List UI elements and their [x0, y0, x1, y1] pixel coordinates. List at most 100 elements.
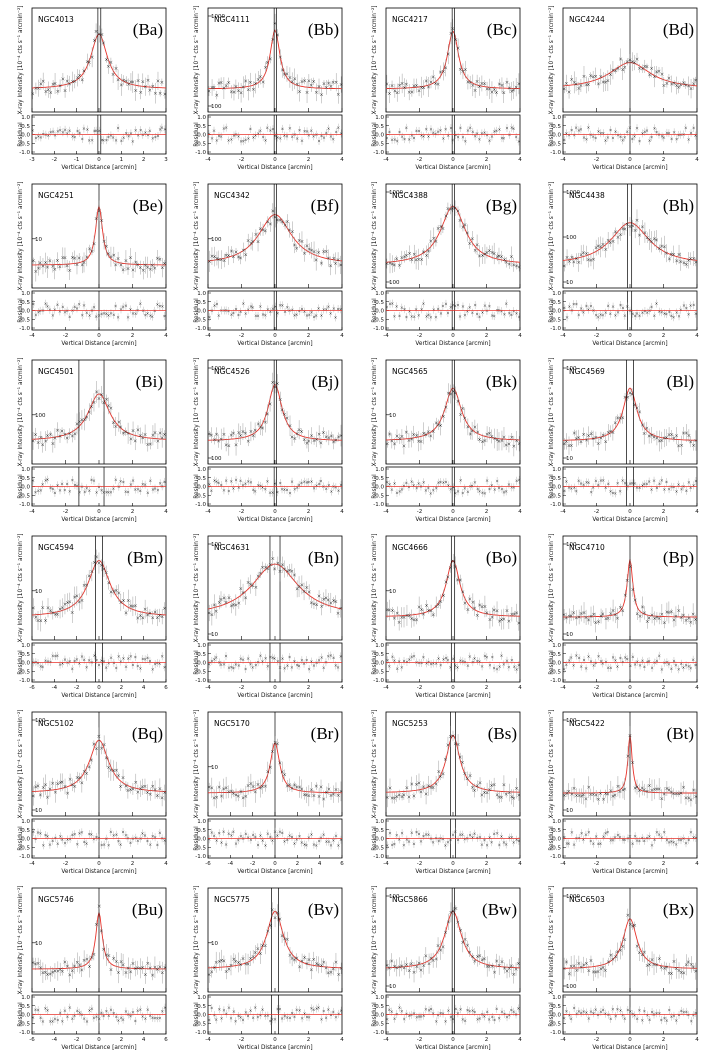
x-tick-label: -6 — [205, 861, 211, 867]
x-tick-label: -4 — [383, 333, 389, 339]
x-tick-label: -2 — [63, 333, 68, 339]
panel-label: (Bl) — [667, 372, 694, 391]
y-tick-label: 100 — [211, 237, 222, 243]
residual-tick-label: 0.0 — [552, 133, 561, 139]
residual-tick-label: -1.0 — [195, 678, 206, 684]
panel-label: (Bk) — [486, 372, 517, 391]
y-axis-label: X-ray Intensity [10⁻⁴ cts s⁻¹ arcmin⁻²] — [193, 5, 200, 114]
x-tick-label: 0 — [628, 685, 632, 691]
galaxy-name: NGC4111 — [214, 15, 250, 24]
residual-tick-label: -1.0 — [550, 326, 561, 332]
x-tick-label: 2 — [485, 861, 489, 867]
x-axis-label: Vertical Distance [arcmin] — [592, 517, 667, 523]
residual-tick-label: 1.0 — [197, 819, 206, 825]
x-tick-label: -2 — [63, 509, 68, 515]
x-tick-label: -4 — [205, 333, 211, 339]
x-axis-label: Vertical Distance [arcmin] — [592, 165, 667, 171]
y-axis-label: X-ray Intensity [10⁻⁴ cts s⁻¹ arcmin⁻²] — [371, 181, 378, 290]
residual-tick-label: 0.5 — [552, 828, 561, 834]
galaxy-name: NGC4569 — [569, 367, 605, 376]
x-tick-label: 2 — [296, 861, 300, 867]
residual-tick-label: -0.5 — [195, 669, 206, 675]
residual-tick-label: -0.5 — [373, 493, 384, 499]
residual-tick-label: 0.0 — [197, 837, 206, 843]
panel-label: (Bo) — [486, 548, 517, 567]
x-tick-label: -2 — [594, 509, 599, 515]
panel-label: (Bg) — [486, 196, 517, 215]
residual-tick-label: -0.5 — [550, 669, 561, 675]
y-axis-label: X-ray Intensity [10⁻⁴ cts s⁻¹ arcmin⁻²] — [548, 709, 555, 818]
x-tick-label: 0 — [628, 509, 632, 515]
residual-tick-label: 1.0 — [197, 467, 206, 473]
panel-bq: X-ray Intensity [10⁻⁴ cts s⁻¹ arcmin⁻²]R… — [17, 709, 168, 875]
x-tick-label: -4 — [205, 685, 211, 691]
x-tick-label: 0 — [451, 157, 455, 163]
panel-bc: X-ray Intensity [10⁻⁴ cts s⁻¹ arcmin⁻²]R… — [371, 5, 522, 171]
x-axis-label: Vertical Distance [arcmin] — [237, 869, 312, 875]
x-tick-label: 4 — [518, 157, 522, 163]
residual-tick-label: -0.5 — [550, 845, 561, 851]
residual-tick-label: -1.0 — [19, 854, 30, 860]
x-tick-label: 2 — [662, 509, 666, 515]
y-tick-label: 10 — [211, 632, 218, 638]
model-curve — [32, 34, 166, 88]
x-axis-label: Vertical Distance [arcmin] — [237, 693, 312, 699]
x-axis-label: Vertical Distance [arcmin] — [415, 517, 490, 523]
residual-tick-label: 0.5 — [552, 300, 561, 306]
x-tick-label: 2 — [142, 157, 146, 163]
y-tick-label: 10 — [566, 456, 573, 462]
panel-label: (Bc) — [487, 20, 517, 39]
residual-tick-label: 1.0 — [21, 291, 30, 297]
x-tick-label: 2 — [131, 509, 135, 515]
x-tick-label: 0 — [273, 509, 277, 515]
galaxy-name: NGC5102 — [38, 719, 74, 728]
galaxy-name: NGC4217 — [392, 15, 428, 24]
residual-tick-label: 0.0 — [21, 661, 30, 667]
y-tick-label: 10 — [566, 280, 573, 286]
panel-bf: X-ray Intensity [10⁻⁴ cts s⁻¹ arcmin⁻²]R… — [193, 181, 344, 347]
x-axis-label: Vertical Distance [arcmin] — [61, 869, 136, 875]
panel-label: (Bs) — [488, 724, 517, 743]
y-axis-label: X-ray Intensity [10⁻⁴ cts s⁻¹ arcmin⁻²] — [17, 709, 24, 818]
galaxy-name: NGC4013 — [38, 15, 74, 24]
galaxy-name: NGC4342 — [214, 191, 250, 200]
x-tick-label: 0 — [97, 861, 101, 867]
residual-tick-label: 0.0 — [375, 309, 384, 315]
model-curve — [386, 735, 520, 792]
residual-tick-label: -1.0 — [19, 502, 30, 508]
residual-tick-label: 1.0 — [21, 819, 30, 825]
x-tick-label: 4 — [164, 509, 168, 515]
x-tick-label: 2 — [307, 685, 311, 691]
x-axis-label: Vertical Distance [arcmin] — [61, 165, 136, 171]
x-tick-label: -2 — [417, 685, 422, 691]
panel-label: (Bm) — [127, 548, 163, 567]
residual-tick-label: -0.5 — [195, 493, 206, 499]
residual-tick-label: -0.5 — [373, 317, 384, 323]
residual-tick-label: -0.5 — [550, 141, 561, 147]
x-tick-label: 0 — [273, 861, 277, 867]
residual-tick-label: -0.5 — [550, 317, 561, 323]
y-tick-label: 10 — [566, 632, 573, 638]
panel-bm: X-ray Intensity [10⁻⁴ cts s⁻¹ arcmin⁻²]R… — [17, 533, 168, 699]
x-tick-label: -2 — [239, 157, 244, 163]
residual-tick-label: 0.5 — [552, 476, 561, 482]
x-tick-label: 2 — [307, 333, 311, 339]
x-tick-label: -4 — [383, 509, 389, 515]
panel-bo: X-ray Intensity [10⁻⁴ cts s⁻¹ arcmin⁻²]R… — [371, 533, 522, 699]
y-tick-label: 10 — [35, 237, 42, 243]
residual-tick-label: 0.0 — [197, 661, 206, 667]
x-tick-label: 4 — [164, 333, 168, 339]
panel-label: (Be) — [133, 196, 163, 215]
y-tick-label: 100 — [389, 280, 400, 286]
x-tick-label: -4 — [29, 333, 35, 339]
y-axis-label: X-ray Intensity [10⁻⁴ cts s⁻¹ arcmin⁻²] — [371, 533, 378, 642]
y-axis-label: X-ray Intensity [10⁻⁴ cts s⁻¹ arcmin⁻²] — [548, 357, 555, 466]
residual-tick-label: -0.5 — [550, 493, 561, 499]
y-axis-label: X-ray Intensity [10⁻⁴ cts s⁻¹ arcmin⁻²] — [548, 5, 555, 114]
panel-label: (Bd) — [663, 20, 694, 39]
residual-tick-label: -0.5 — [373, 141, 384, 147]
x-tick-label: 4 — [340, 685, 344, 691]
x-tick-label: -2 — [239, 509, 244, 515]
panel-bs: X-ray Intensity [10⁻⁴ cts s⁻¹ arcmin⁻²]R… — [371, 709, 522, 875]
residual-tick-label: -0.5 — [195, 317, 206, 323]
